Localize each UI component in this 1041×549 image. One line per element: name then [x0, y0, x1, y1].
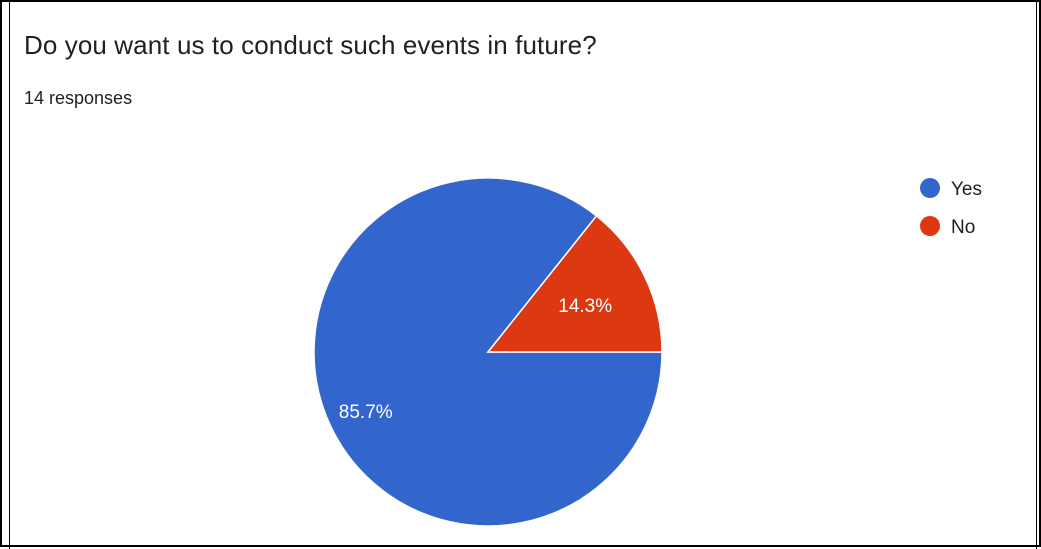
legend-label-yes[interactable]: Yes — [951, 179, 982, 200]
legend: Yes No — [920, 178, 982, 238]
pie-slices — [313, 177, 663, 527]
legend-label-no[interactable]: No — [951, 217, 975, 238]
card-right-rule — [1036, 2, 1037, 549]
pie-slice-no[interactable] — [486, 214, 663, 353]
card-left-rule — [9, 2, 10, 549]
legend-dot-no[interactable] — [920, 216, 940, 236]
question-title: Do you want us to conduct such events in… — [24, 30, 597, 60]
response-count: 14 responses — [24, 88, 133, 108]
slice-label-yes: 85.7% — [339, 402, 393, 423]
slice-label-no: 14.3% — [558, 296, 612, 317]
pie-slice-labels: 85.7% 14.3% — [339, 296, 612, 423]
legend-dot-yes[interactable] — [920, 178, 940, 198]
